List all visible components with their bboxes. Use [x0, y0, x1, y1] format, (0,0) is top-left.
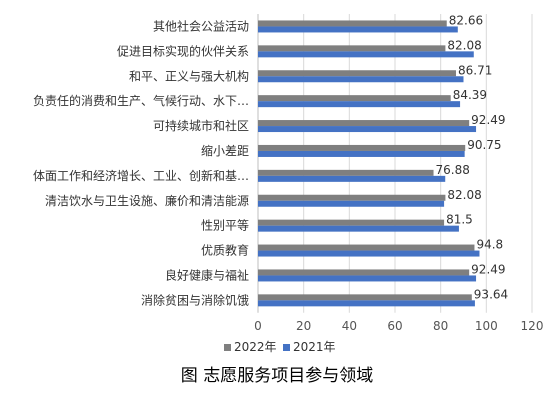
data-label-2022: 93.64: [474, 287, 508, 301]
x-tick-label: 60: [387, 319, 402, 333]
bar-2021: [258, 76, 464, 83]
bar-2021: [258, 250, 480, 257]
bar-2021: [258, 150, 465, 157]
bar-2022: [258, 269, 470, 276]
bar-2021: [258, 200, 445, 207]
bar-2022: [258, 194, 446, 201]
category-label: 促进目标实现的伙伴关系: [117, 43, 249, 58]
x-axis-ticks: 0 20 40 60 80 100 120: [254, 319, 543, 333]
category-label: 可持续城市和社区: [153, 118, 249, 133]
data-label-2022: 92.49: [471, 262, 505, 276]
data-label-2022: 90.75: [467, 138, 501, 152]
data-label-2022: 94.8: [476, 238, 503, 252]
category-label: 性别平等: [201, 219, 249, 233]
bar-2022: [258, 169, 434, 176]
category-label: 缩小差距: [201, 143, 249, 158]
bar-2022: [258, 294, 472, 301]
category-label: 其他社会公益活动: [153, 18, 249, 33]
bar-2021: [258, 300, 475, 307]
category-label: 优质教育: [201, 243, 249, 258]
gridlines: [257, 14, 533, 313]
data-labels: 82.66 82.08 86.71 84.39 92.49 90.75 76.88 82.08…: [436, 13, 509, 301]
bar-2022: [258, 144, 466, 151]
legend-swatch-2021: [283, 344, 290, 351]
bar-2022: [258, 20, 447, 27]
bar-2021: [258, 126, 477, 133]
x-tick-label: 120: [521, 319, 544, 333]
bar-2022: [258, 95, 451, 102]
bar-2021: [258, 51, 474, 58]
x-tick-label: 80: [433, 319, 448, 333]
bar-2021: [258, 175, 446, 182]
bars: [258, 20, 480, 307]
category-labels: 其他社会公益活动促进目标实现的伙伴关系和平、正义与强大机构负责任的消费和生产、气…: [33, 18, 249, 307]
data-label-2022: 81.5: [446, 213, 473, 227]
category-label: 体面工作和经济增长、工业、创新和基…: [33, 168, 249, 183]
data-label-2022: 76.88: [436, 163, 470, 177]
data-label-2022: 82.08: [447, 38, 481, 52]
data-label-2022: 92.49: [471, 113, 505, 127]
bar-2022: [258, 219, 445, 226]
x-tick-label: 100: [475, 319, 498, 333]
x-tick-label: 20: [296, 319, 311, 333]
bar-2021: [258, 26, 458, 33]
bar-2021: [258, 225, 459, 232]
legend-label-2022: 2022年: [234, 340, 277, 354]
x-tick-label: 40: [342, 319, 357, 333]
bar-2021: [258, 101, 461, 108]
bar-2022: [258, 120, 470, 127]
legend: 2022年 2021年: [224, 340, 336, 354]
x-tick-label: 0: [254, 319, 262, 333]
data-label-2022: 86.71: [458, 63, 492, 77]
data-label-2022: 82.66: [449, 13, 483, 27]
category-label: 负责任的消费和生产、气候行动、水下…: [33, 93, 249, 108]
data-label-2022: 82.08: [447, 188, 481, 202]
bar-2021: [258, 275, 477, 282]
category-label: 消除贫困与消除饥饿: [141, 292, 249, 307]
category-label: 和平、正义与强大机构: [129, 68, 249, 83]
category-label: 清洁饮水与卫生设施、廉价和清洁能源: [45, 193, 249, 208]
legend-swatch-2022: [224, 344, 231, 351]
bar-2022: [258, 45, 446, 52]
bar-2022: [258, 70, 456, 77]
legend-label-2021: 2021年: [293, 340, 336, 354]
bar-2022: [258, 244, 475, 251]
chart-caption: 图 志愿服务项目参与领域: [181, 366, 373, 386]
category-label: 良好健康与福祉: [165, 267, 249, 282]
data-label-2022: 84.39: [453, 88, 487, 102]
